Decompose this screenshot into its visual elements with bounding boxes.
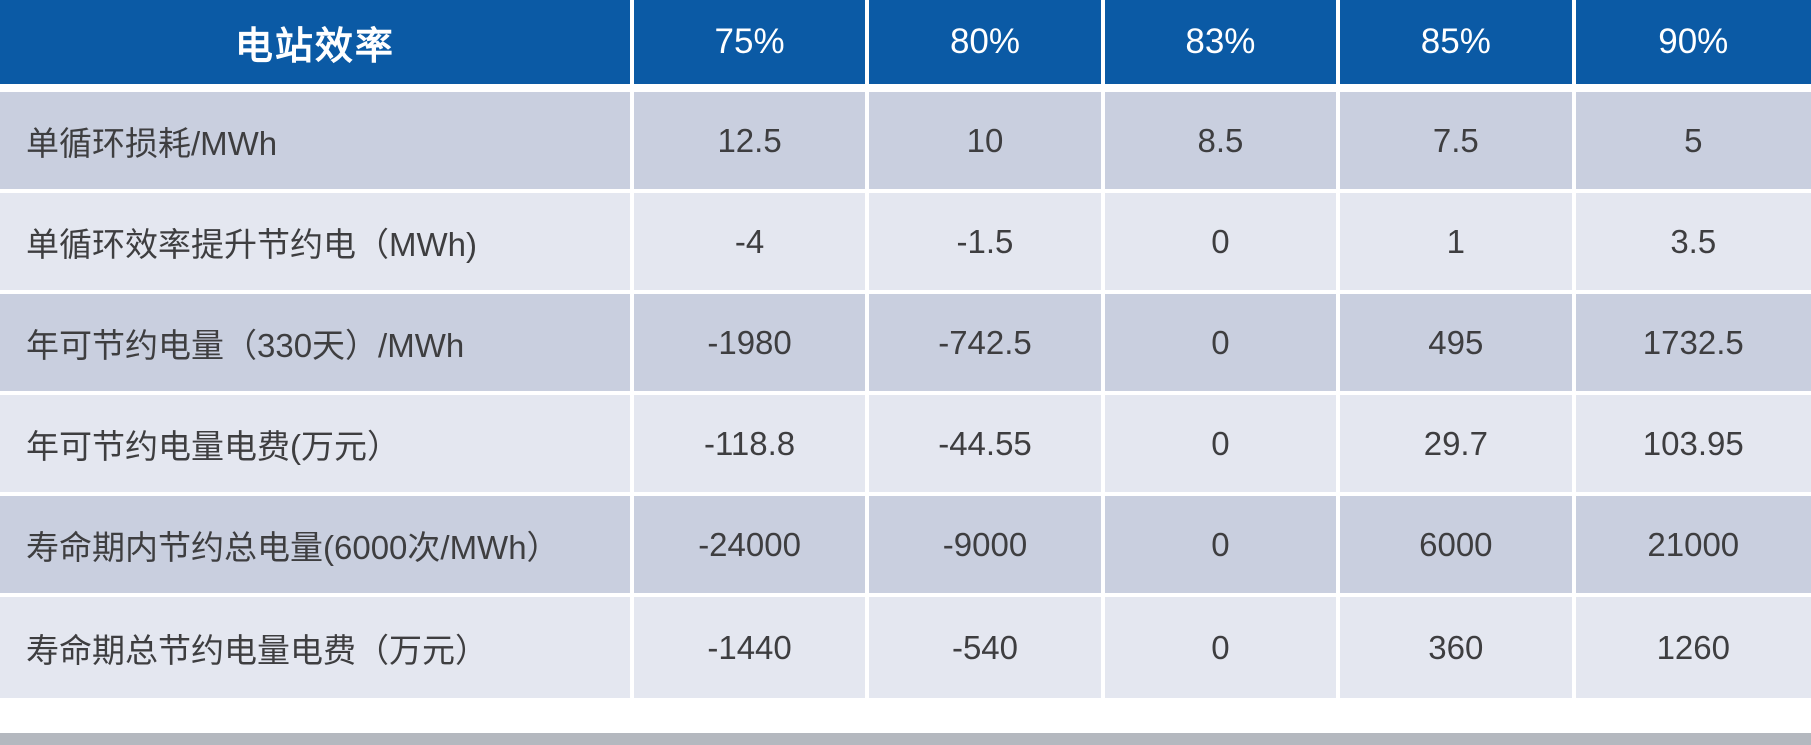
efficiency-comparison-table: 电站效率 75% 80% 83% 85% 90% 单循环损耗/MWh 12.5 … bbox=[0, 0, 1811, 698]
cell-value: 6000 bbox=[1340, 496, 1576, 597]
cell-value: 0 bbox=[1104, 395, 1341, 496]
table-row: 年可节约电量电费(万元） -118.8 -44.55 0 29.7 103.95 bbox=[0, 395, 1811, 496]
cell-value: 7.5 bbox=[1340, 92, 1576, 193]
table-header: 电站效率 75% 80% 83% 85% 90% bbox=[0, 0, 1811, 92]
table-row: 年可节约电量（330天）/MWh -1980 -742.5 0 495 1732… bbox=[0, 294, 1811, 395]
cell-value: -1980 bbox=[633, 294, 870, 395]
cell-value: 1260 bbox=[1575, 597, 1811, 698]
cell-value: 495 bbox=[1340, 294, 1576, 395]
header-cell-title: 电站效率 bbox=[0, 0, 634, 92]
cell-value: 0 bbox=[1104, 597, 1341, 698]
cell-value: -742.5 bbox=[869, 294, 1105, 395]
row-label: 年可节约电量电费(万元） bbox=[0, 395, 634, 496]
cell-value: 12.5 bbox=[633, 92, 870, 193]
cell-value: 1 bbox=[1340, 193, 1576, 294]
cell-value: 0 bbox=[1104, 193, 1341, 294]
table-row: 寿命期总节约电量电费（万元） -1440 -540 0 360 1260 bbox=[0, 597, 1811, 698]
table-row: 寿命期内节约总电量(6000次/MWh） -24000 -9000 0 6000… bbox=[0, 496, 1811, 597]
row-label: 单循环损耗/MWh bbox=[0, 92, 634, 193]
cell-value: 8.5 bbox=[1104, 92, 1341, 193]
table-body: 单循环损耗/MWh 12.5 10 8.5 7.5 5 单循环效率提升节约电（M… bbox=[0, 92, 1811, 698]
cell-value: -540 bbox=[869, 597, 1105, 698]
cell-value: 10 bbox=[869, 92, 1105, 193]
cell-value: 29.7 bbox=[1340, 395, 1576, 496]
cell-value: -1440 bbox=[633, 597, 870, 698]
header-cell-83: 83% bbox=[1104, 0, 1341, 92]
header-cell-80: 80% bbox=[869, 0, 1105, 92]
row-label: 年可节约电量（330天）/MWh bbox=[0, 294, 634, 395]
cell-value: 1732.5 bbox=[1575, 294, 1811, 395]
cell-value: -4 bbox=[633, 193, 870, 294]
bottom-divider-bar bbox=[0, 733, 1811, 745]
cell-value: 21000 bbox=[1575, 496, 1811, 597]
cell-value: 3.5 bbox=[1575, 193, 1811, 294]
header-cell-75: 75% bbox=[633, 0, 870, 92]
table-row: 单循环损耗/MWh 12.5 10 8.5 7.5 5 bbox=[0, 92, 1811, 193]
row-label: 寿命期总节约电量电费（万元） bbox=[0, 597, 634, 698]
cell-value: 0 bbox=[1104, 294, 1341, 395]
cell-value: -24000 bbox=[633, 496, 870, 597]
header-row: 电站效率 75% 80% 83% 85% 90% bbox=[0, 0, 1811, 92]
cell-value: -9000 bbox=[869, 496, 1105, 597]
table-row: 单循环效率提升节约电（MWh) -4 -1.5 0 1 3.5 bbox=[0, 193, 1811, 294]
cell-value: -118.8 bbox=[633, 395, 870, 496]
cell-value: 103.95 bbox=[1575, 395, 1811, 496]
cell-value: -44.55 bbox=[869, 395, 1105, 496]
cell-value: 5 bbox=[1575, 92, 1811, 193]
cell-value: 360 bbox=[1340, 597, 1576, 698]
cell-value: -1.5 bbox=[869, 193, 1105, 294]
row-label: 单循环效率提升节约电（MWh) bbox=[0, 193, 634, 294]
cell-value: 0 bbox=[1104, 496, 1341, 597]
header-cell-85: 85% bbox=[1340, 0, 1576, 92]
header-cell-90: 90% bbox=[1575, 0, 1811, 92]
row-label: 寿命期内节约总电量(6000次/MWh） bbox=[0, 496, 634, 597]
